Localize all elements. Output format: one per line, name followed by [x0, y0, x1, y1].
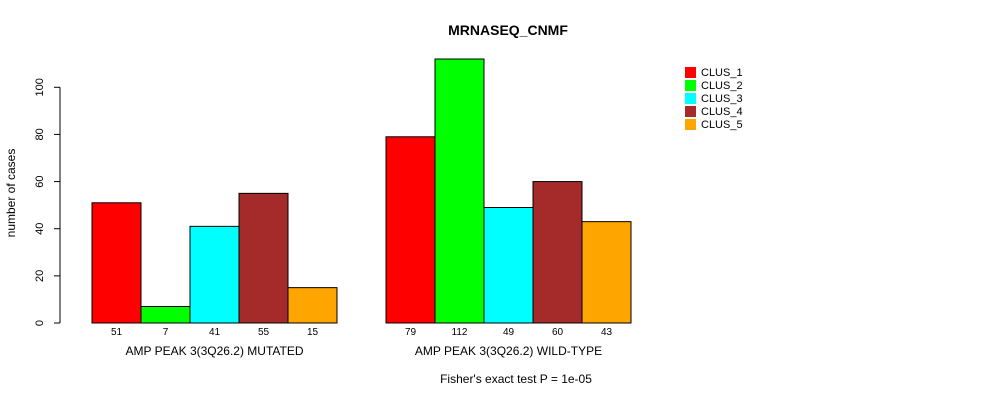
- legend-swatch: [685, 119, 696, 130]
- count-label: 55: [258, 327, 270, 338]
- bar-clus_3: [483, 207, 534, 324]
- legend-swatch: [685, 67, 696, 78]
- bar-group-container: 51 7 41 55 15 AMP PEAK 3(3Q26.2) MUTATED 79 112…: [91, 58, 632, 358]
- count-label: 15: [307, 327, 319, 338]
- count-label: 49: [503, 327, 515, 338]
- legend-label: CLUS_1: [701, 67, 743, 79]
- bar-clus_5: [581, 221, 632, 324]
- bar-clus_5: [287, 287, 338, 324]
- y-tick-label: 100: [34, 78, 46, 96]
- count-label: 51: [111, 327, 123, 338]
- group-label: AMP PEAK 3(3Q26.2) MUTATED: [125, 344, 303, 358]
- legend-swatch: [685, 106, 696, 117]
- y-axis-label: number of cases: [4, 149, 18, 238]
- legend-label: CLUS_4: [701, 106, 743, 118]
- count-label: 43: [601, 327, 613, 338]
- group-label: AMP PEAK 3(3Q26.2) WILD-TYPE: [415, 344, 602, 358]
- bar-clus_2: [434, 58, 485, 324]
- count-label: 60: [552, 327, 564, 338]
- chart-title: MRNASEQ_CNMF: [448, 22, 568, 38]
- bar-clus_4: [238, 192, 289, 324]
- count-label: 112: [452, 327, 468, 338]
- count-label: 79: [405, 327, 417, 338]
- bar-clus_1: [91, 202, 142, 324]
- legend-swatch: [685, 93, 696, 104]
- y-tick-label: 0: [34, 320, 46, 326]
- y-tick-label: 40: [34, 223, 46, 235]
- y-axis: 0 20 40 60 80 100: [34, 78, 61, 326]
- legend-swatch: [685, 80, 696, 91]
- y-tick-label: 60: [34, 175, 46, 187]
- legend-label: CLUS_2: [701, 80, 743, 92]
- bar-clus_2: [140, 306, 191, 324]
- bar-group: 79 112 49 60 43 AMP PEAK 3(3Q26.2) WILD-TYPE: [385, 58, 632, 358]
- bar-group: 51 7 41 55 15 AMP PEAK 3(3Q26.2) MUTATED: [91, 192, 338, 358]
- bar-clus_3: [189, 225, 240, 324]
- y-tick-label: 80: [34, 128, 46, 140]
- bar-clus_4: [532, 181, 583, 324]
- legend-label: CLUS_5: [701, 119, 743, 131]
- bar-clus_1: [385, 136, 436, 324]
- legend-label: CLUS_3: [701, 93, 743, 105]
- y-tick-label: 20: [34, 270, 46, 282]
- fisher-test-footnote: Fisher's exact test P = 1e-05: [440, 372, 592, 386]
- count-label: 41: [209, 327, 221, 338]
- count-label: 7: [163, 327, 169, 338]
